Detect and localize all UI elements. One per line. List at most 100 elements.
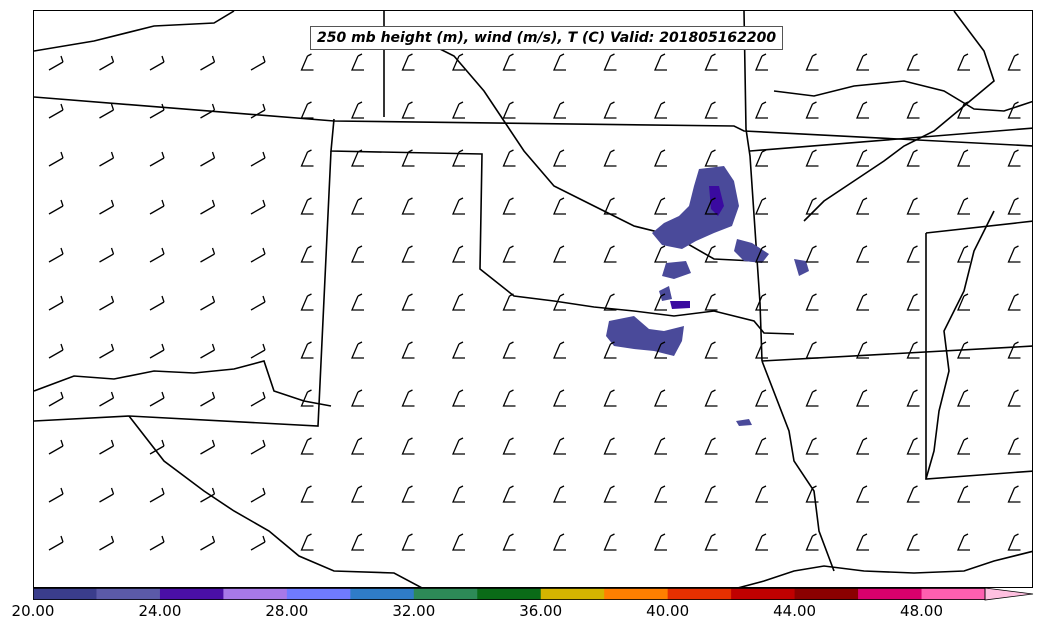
wind-barb [502,245,516,263]
wind-barb [957,341,970,359]
wind-barb [452,293,465,311]
wind-barb [351,149,364,167]
temp-contour [734,239,769,263]
wind-barb [452,389,465,407]
wind-barb [957,197,970,215]
wind-barb [250,535,266,551]
wind-barb [99,343,115,359]
wind-barb [755,485,768,503]
wind-barb [805,197,819,215]
wind-barb [603,149,617,167]
wind-barb [502,53,516,71]
colorbar-cell [286,588,351,600]
wind-barb [957,101,970,119]
wind-barb [603,485,617,503]
wind-barb [200,535,216,551]
wind-barb [200,439,216,455]
wind-barb [603,245,617,263]
wind-barb [1007,341,1021,359]
wind-barb [805,53,819,71]
wind-barb [957,437,970,455]
coast-line [925,210,995,480]
wind-barb [452,341,465,359]
wind-barb [300,53,314,71]
map-title: 250 mb height (m), wind (m/s), T (C) Val… [310,26,784,50]
wind-barb [906,437,920,455]
colorbar [33,588,1034,601]
wind-barb [603,53,617,71]
wind-barb [755,197,768,215]
wind-barb [200,391,216,407]
wind-barb [553,53,566,71]
wind-barb [755,293,768,311]
colorbar-cell [350,588,415,600]
temp-contour [606,316,684,356]
wind-barb [48,391,64,407]
coast-line [34,360,332,407]
wind-barb [603,437,617,455]
wind-barb [149,343,165,359]
wind-barb [300,485,314,503]
wind-barb [654,149,667,167]
wind-barb [856,245,869,263]
wind-barb [704,437,718,455]
wind-barb [1007,101,1021,119]
wind-barb [957,149,970,167]
wind-barb [805,485,819,503]
wind-barb [401,53,415,71]
wind-barb [805,389,819,407]
wind-barb [200,295,216,311]
boundary-line [761,360,835,572]
wind-barb [502,437,516,455]
wind-barb [654,341,667,359]
wind-barb [603,197,617,215]
wind-barb [48,55,64,71]
wind-barb [906,485,920,503]
colorbar-cell [413,588,478,600]
wind-barb [48,439,64,455]
wind-barb [401,389,415,407]
wind-barb [250,391,266,407]
coast-line [34,11,235,52]
wind-barb [351,485,364,503]
wind-barb [654,245,667,263]
colorbar-tick-label: 32.00 [392,602,436,620]
wind-barb [48,247,64,263]
wind-barb [200,199,216,215]
wind-barb [755,533,768,551]
wind-barb [755,437,768,455]
wind-barb [957,533,970,551]
temp-contour [652,166,739,249]
colorbar-cell [794,588,859,600]
wind-barb [1007,245,1021,263]
wind-barb [200,343,216,359]
wind-barb [99,295,115,311]
wind-barb [300,341,314,359]
wind-barb [502,101,516,119]
wind-barb [654,389,667,407]
colorbar-cell [159,588,224,600]
wind-barb [906,197,920,215]
colorbar-tick-label: 44.00 [773,602,817,620]
wind-barb [149,199,165,215]
boundary-line [330,118,795,335]
wind-barb [1007,485,1021,503]
boundary-line [925,233,1032,480]
wind-barb [603,293,617,311]
wind-barb [401,533,415,551]
map-canvas [34,11,1032,587]
wind-barb [553,533,566,551]
temp-contour [659,286,672,301]
wind-barbs [48,53,1021,551]
wind-barb [99,487,115,503]
wind-barb [401,437,415,455]
wind-barb [250,295,266,311]
wind-barb [906,245,920,263]
colorbar-extend [984,588,1034,601]
wind-barb [200,247,216,263]
wind-barb [300,293,314,311]
wind-barb [250,151,266,167]
wind-barb [654,533,667,551]
wind-barb [200,103,216,119]
wind-barb [351,533,364,551]
